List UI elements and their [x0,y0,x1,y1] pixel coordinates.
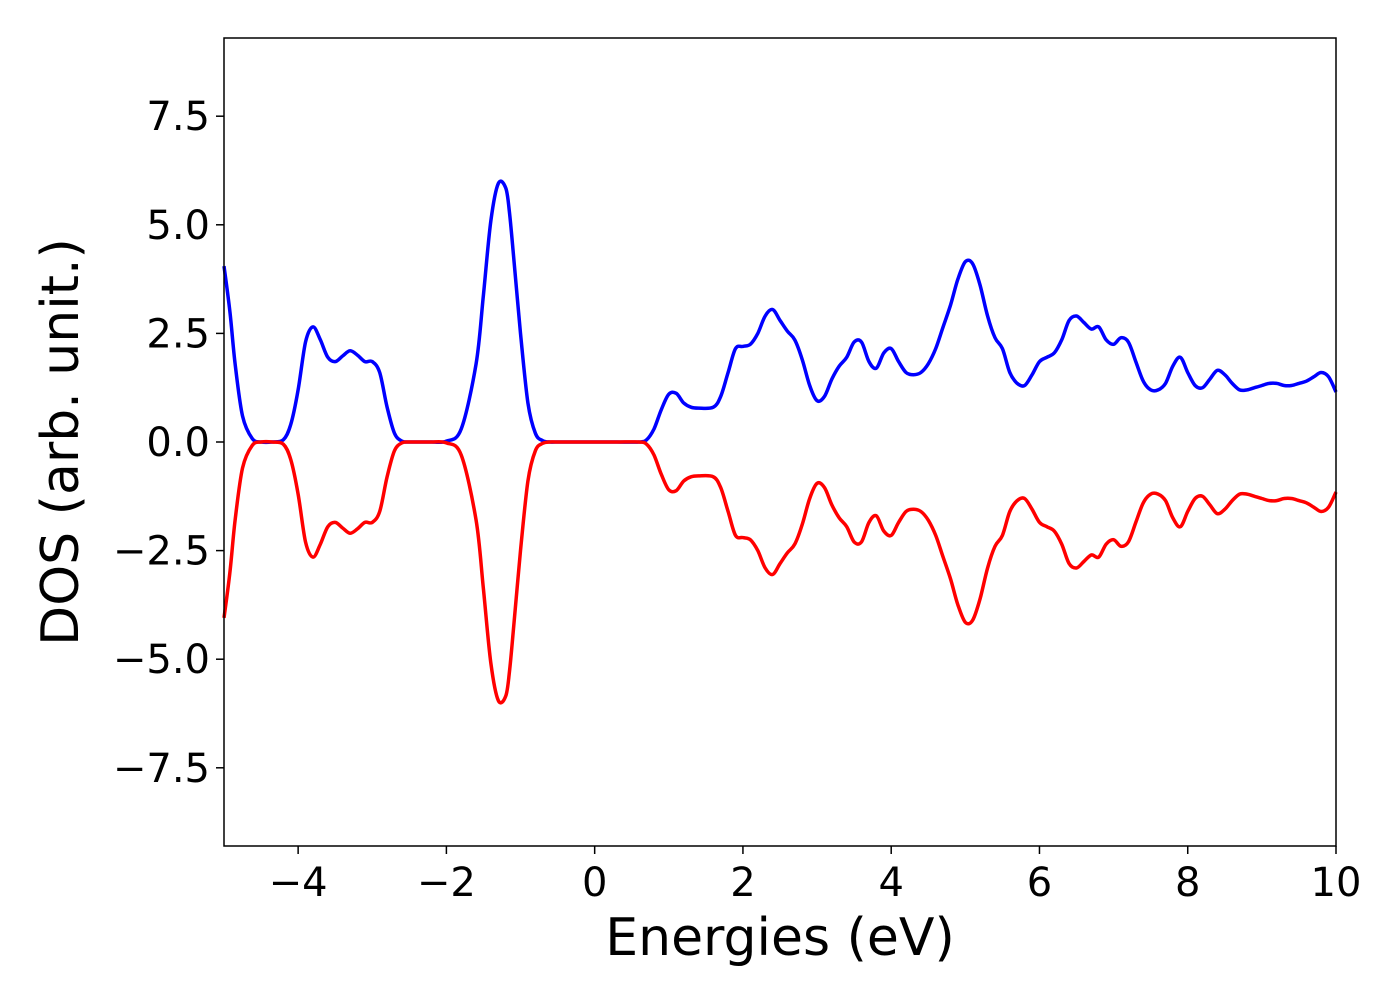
x-tick-label: 10 [1311,860,1362,906]
x-tick-label: 8 [1175,860,1200,906]
x-tick-label: 0 [582,860,607,906]
y-tick-label: −5.0 [113,637,210,683]
series-line-1 [222,439,1338,705]
x-tick-label: −4 [269,860,328,906]
series-line-0 [222,179,1338,445]
y-axis-title: DOS (arb. unit.) [31,238,91,646]
x-tick-label: 2 [730,860,755,906]
x-axis-ticks: −4 −2 0 2 4 6 8 10 [269,846,1362,906]
x-tick-label: 6 [1027,860,1052,906]
x-tick-label: 4 [878,860,903,906]
x-axis-title: Energies (eV) [605,908,954,968]
y-tick-label: 7.5 [146,94,210,140]
y-tick-label: 2.5 [146,311,210,357]
y-tick-label: −2.5 [113,529,210,575]
y-tick-label: −7.5 [113,746,210,792]
series-lines [222,179,1338,705]
y-axis-ticks: 7.5 5.0 2.5 0.0 −2.5 −5.0 −7.5 [113,94,224,792]
y-tick-label: 0.0 [146,420,210,466]
y-tick-label: 5.0 [146,203,210,249]
x-tick-label: −2 [417,860,476,906]
plot-frame [223,37,1337,847]
